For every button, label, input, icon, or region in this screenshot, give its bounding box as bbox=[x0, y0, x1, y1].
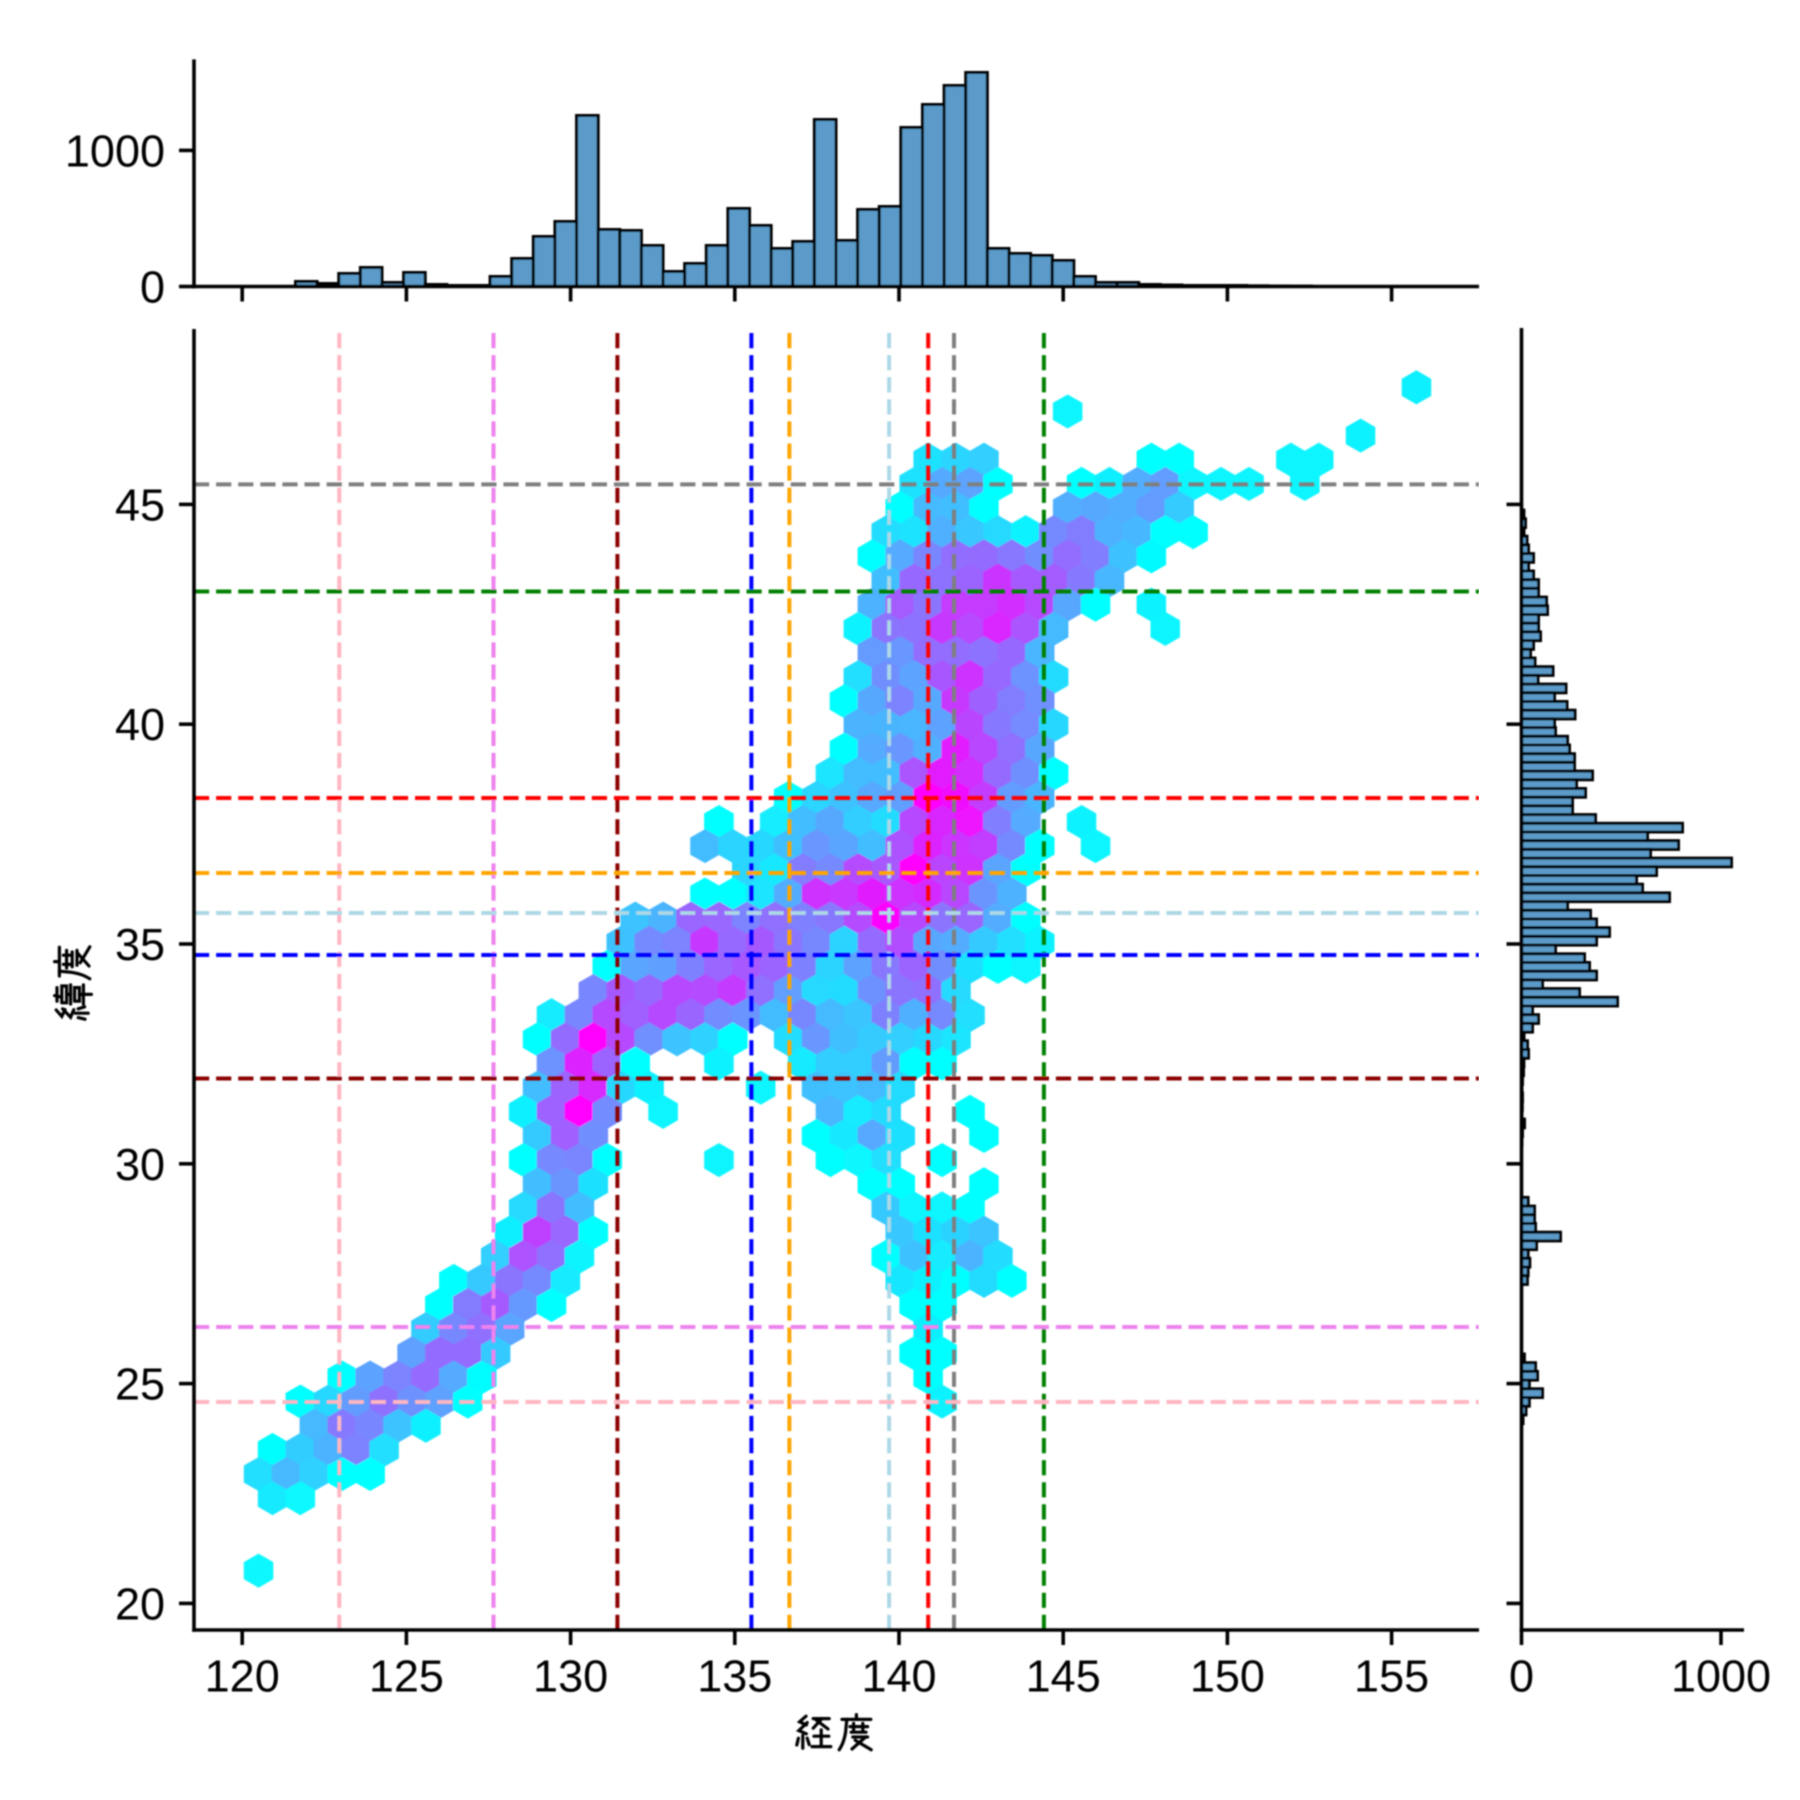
svg-text:150: 150 bbox=[1190, 1651, 1265, 1702]
svg-text:35: 35 bbox=[115, 919, 165, 970]
svg-text:125: 125 bbox=[369, 1651, 444, 1702]
svg-text:1000: 1000 bbox=[1671, 1651, 1771, 1702]
svg-text:0: 0 bbox=[1509, 1651, 1534, 1702]
svg-text:130: 130 bbox=[533, 1651, 608, 1702]
svg-text:155: 155 bbox=[1354, 1651, 1429, 1702]
svg-text:1000: 1000 bbox=[65, 125, 165, 176]
svg-text:45: 45 bbox=[115, 479, 165, 530]
svg-text:30: 30 bbox=[115, 1139, 165, 1190]
svg-text:0: 0 bbox=[140, 262, 165, 313]
svg-text:135: 135 bbox=[697, 1651, 772, 1702]
svg-text:20: 20 bbox=[115, 1578, 165, 1629]
svg-text:140: 140 bbox=[861, 1651, 936, 1702]
svg-text:40: 40 bbox=[115, 699, 165, 750]
svg-text:120: 120 bbox=[205, 1651, 280, 1702]
svg-text:25: 25 bbox=[115, 1359, 165, 1410]
svg-text:145: 145 bbox=[1026, 1651, 1101, 1702]
